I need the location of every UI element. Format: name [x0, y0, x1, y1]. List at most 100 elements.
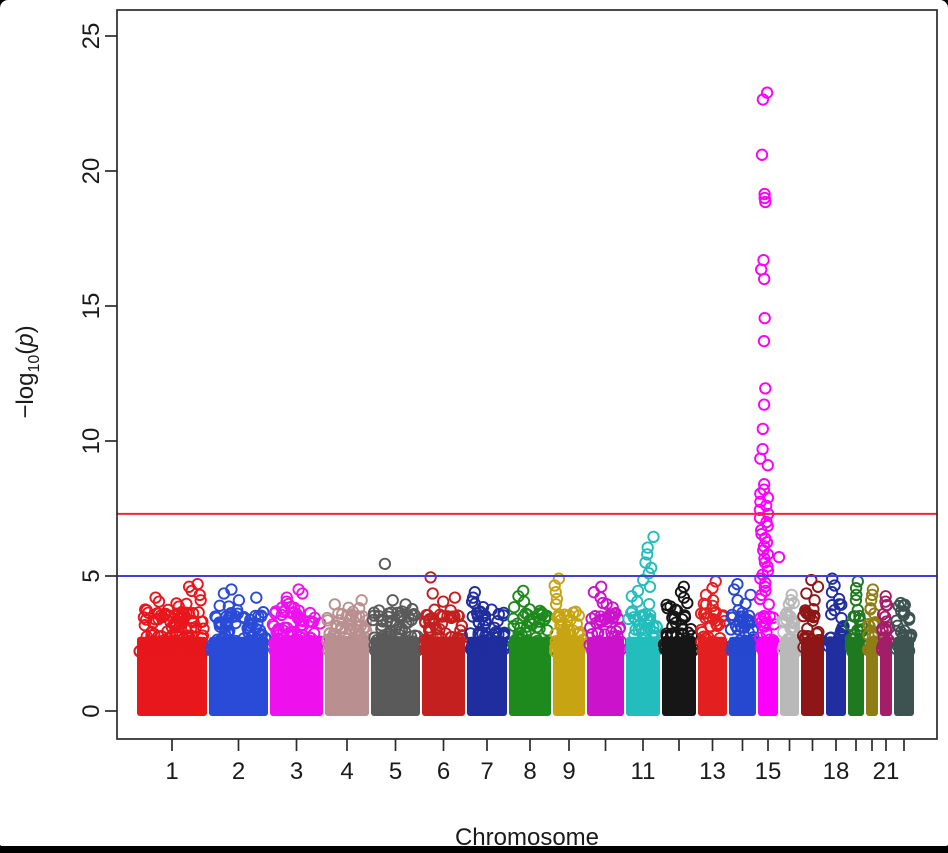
data-point [866, 588, 879, 602]
x-tick-label-chr-3: 3 [290, 758, 303, 785]
data-point [340, 609, 353, 622]
chromosome-14-points [724, 577, 760, 716]
data-point [631, 595, 644, 608]
data-point [345, 609, 358, 623]
data-point [724, 623, 738, 636]
data-point [256, 643, 269, 656]
data-point [158, 609, 171, 622]
data-point [625, 645, 639, 658]
y-axis-title: −log10(p) [12, 325, 44, 418]
data-point [759, 576, 772, 589]
data-point [808, 594, 821, 607]
data-point [497, 606, 510, 620]
x-tick-label-chr-11: 11 [631, 758, 656, 785]
data-point [280, 591, 293, 604]
data-point [626, 605, 639, 618]
data-point [479, 642, 493, 655]
chromosome-5-points [366, 557, 424, 716]
x-axis-title: Chromosome [454, 824, 600, 851]
data-point [277, 624, 290, 637]
data-point [849, 610, 862, 623]
data-point [521, 608, 535, 622]
data-point [706, 599, 719, 613]
data-point [399, 598, 412, 611]
data-point [507, 601, 521, 614]
data-point [253, 624, 267, 637]
y-axis-title-subscript: 10 [25, 354, 43, 373]
plot-frame [116, 9, 938, 740]
data-point [420, 608, 433, 622]
y-tick-label-0: 0 [78, 704, 105, 717]
data-point [549, 598, 563, 611]
x-tick-label-chr-13: 13 [699, 758, 726, 785]
x-tick-label-chr-4: 4 [340, 758, 353, 785]
data-point [611, 630, 624, 643]
data-point [637, 573, 650, 587]
data-point [217, 587, 231, 600]
data-point [194, 594, 207, 607]
data-point [788, 621, 801, 634]
x-tick-label-chr-8: 8 [523, 758, 536, 785]
data-point [376, 637, 390, 651]
data-point [643, 598, 656, 611]
data-point [292, 583, 305, 596]
data-point [448, 591, 462, 604]
data-point [550, 592, 564, 606]
data-point [231, 607, 244, 620]
data-point [639, 608, 652, 621]
data-point [783, 633, 796, 646]
data-point [308, 611, 321, 624]
data-point [280, 595, 293, 608]
data-point [850, 588, 863, 602]
data-point [289, 633, 302, 646]
data-point [353, 610, 366, 623]
data-point [507, 619, 520, 633]
data-point [879, 590, 892, 603]
data-point [807, 602, 820, 616]
data-point [805, 644, 818, 657]
data-point [596, 596, 609, 610]
data-point [759, 382, 772, 395]
data-point [593, 635, 606, 648]
data-point [808, 609, 821, 623]
data-point [440, 640, 454, 654]
data-point [883, 621, 896, 634]
data-point [725, 611, 738, 624]
data-point [430, 623, 443, 636]
data-point [772, 550, 786, 564]
data-point [267, 619, 281, 633]
data-point [706, 581, 719, 595]
data-point [833, 643, 846, 656]
data-point [408, 609, 421, 622]
chromosome-18-points [822, 572, 850, 716]
data-point [844, 641, 858, 654]
data-point [878, 645, 892, 658]
chromosome-22-points [890, 596, 918, 716]
x-tick-label-chr-9: 9 [562, 758, 575, 785]
data-point [595, 580, 608, 593]
data-point [186, 607, 200, 620]
data-point [877, 631, 890, 644]
data-point [637, 610, 650, 623]
data-point [397, 644, 410, 657]
data-point [278, 644, 292, 657]
data-point [380, 630, 393, 643]
data-point [517, 595, 531, 608]
chromosome-3-points [266, 583, 327, 716]
data-point [426, 587, 439, 600]
data-point [810, 627, 824, 640]
data-point [384, 614, 397, 628]
data-point [172, 600, 185, 613]
data-point [375, 630, 389, 644]
data-point [180, 597, 193, 611]
data-point [643, 580, 657, 593]
data-point [828, 579, 841, 592]
data-point [844, 632, 858, 646]
data-point [154, 609, 167, 622]
data-point [242, 626, 255, 639]
data-point [431, 636, 444, 649]
data-point [167, 618, 180, 631]
data-point [878, 610, 892, 623]
data-point [606, 630, 619, 643]
